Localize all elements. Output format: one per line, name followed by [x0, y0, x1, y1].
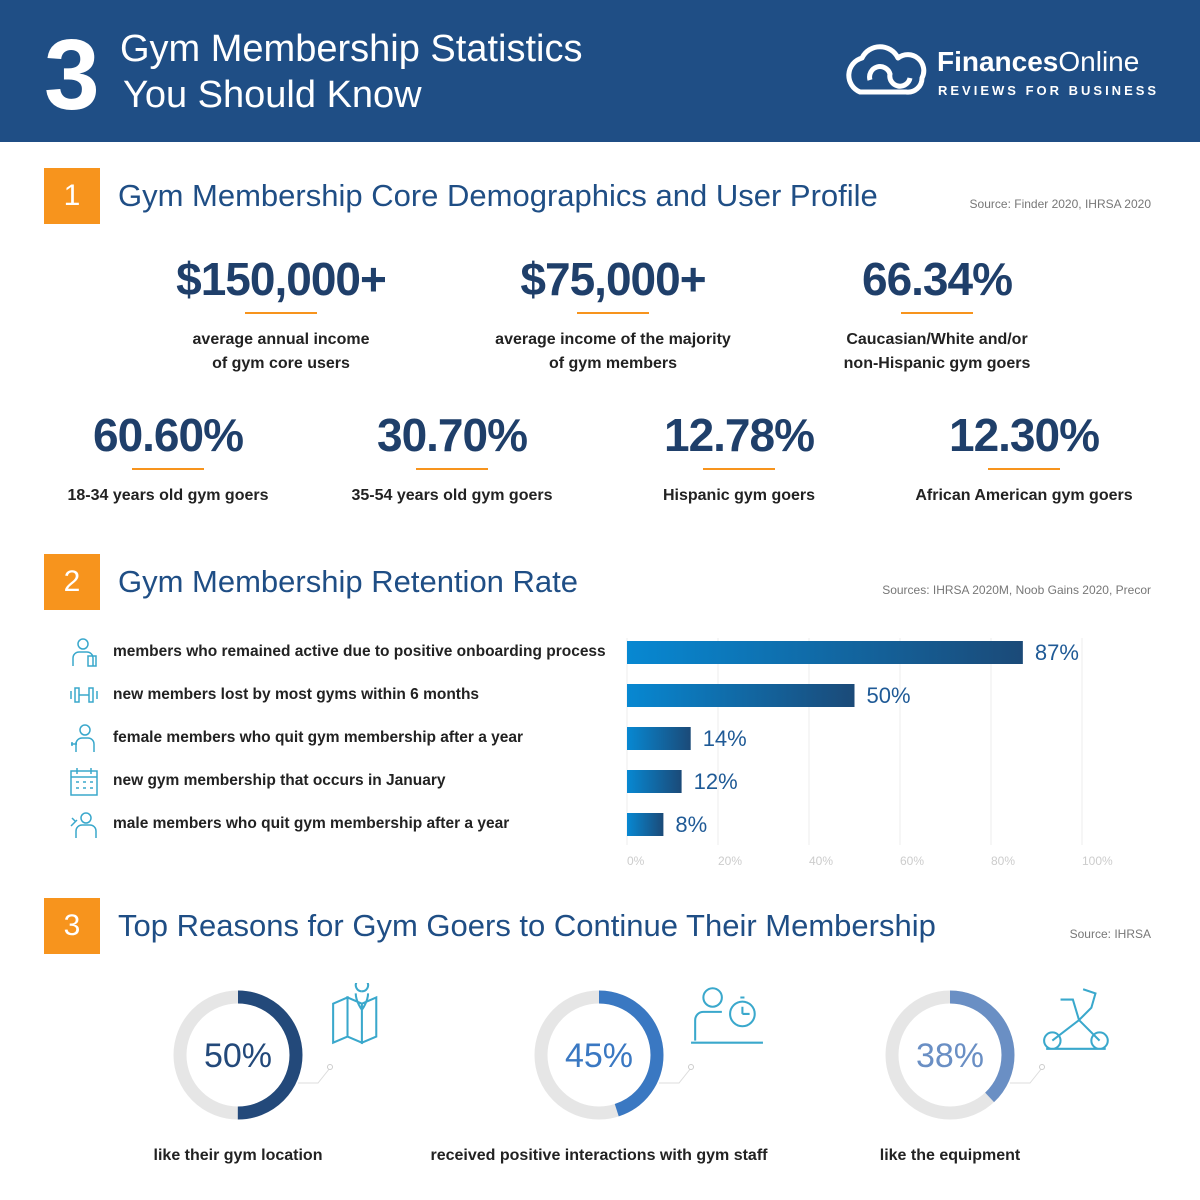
retention-row: new gym membership that occurs in Januar…: [68, 766, 446, 796]
stat-card: 60.60% 18-34 years old gym goers: [67, 409, 269, 504]
category-label: female members who quit gym membership a…: [113, 729, 524, 746]
bar-value-label: 8%: [675, 812, 707, 837]
bar: [627, 813, 664, 836]
bar-value-label: 50%: [867, 683, 911, 708]
stat-card: 12.78% Hispanic gym goers: [662, 409, 816, 504]
donut-segment: [534, 990, 664, 1120]
donut-center: [187, 1004, 289, 1106]
male-lifter-icon: [70, 812, 97, 838]
donut-value-label: 50%: [204, 1037, 272, 1075]
section-title: Gym Membership Core Demographics and Use…: [118, 178, 878, 213]
map-pin-icon: [332, 983, 378, 1045]
bar-value-label: 12%: [694, 769, 738, 794]
donut-caption: like their gym location: [153, 1147, 323, 1164]
stat-card: $150,000+ average annual income of gym cor…: [176, 253, 387, 372]
retention-bar-chart: 0% 20% 40% 60% 80% 100% 87% 50% 14% 12% 8%: [626, 638, 1113, 868]
stat-card: $75,000+ average income of the majority of…: [495, 253, 731, 372]
x-tick-label: 100%: [1082, 854, 1113, 868]
stat-card: 12.30% African American gym goers: [915, 409, 1133, 504]
connector-line: [298, 1067, 331, 1084]
category-label: new gym membership that occurs in Januar…: [113, 772, 446, 789]
stat-card: 30.70% 35-54 years old gym goers: [351, 409, 553, 504]
header-title-line1: Gym Membership Statistics: [120, 28, 583, 70]
donut-value-label: 38%: [916, 1037, 984, 1075]
donut-caption: like the equipment: [879, 1147, 1021, 1164]
retention-row: male members who quit gym membership aft…: [68, 809, 509, 839]
bar: [627, 641, 1023, 664]
trainer-icon: [72, 638, 97, 667]
connector-line: [659, 1067, 692, 1084]
donut-center: [899, 1004, 1001, 1106]
dumbbell-icon: [70, 687, 98, 703]
donut-center: [548, 1004, 650, 1106]
stat-card: 66.34% Caucasian/White and/or non-Hispanic…: [843, 253, 1031, 372]
section-title: Top Reasons for Gym Goers to Continue Th…: [118, 908, 936, 943]
donut-value-label: 45%: [565, 1037, 633, 1075]
donut-chart: 50%: [173, 990, 333, 1120]
retention-row: members who remained active due to posit…: [68, 637, 606, 667]
x-tick-label: 20%: [718, 854, 742, 868]
retention-row: new members lost by most gyms within 6 m…: [68, 680, 479, 710]
connector-dot: [327, 1064, 333, 1070]
donut-caption: received positive interactions with gym …: [430, 1147, 768, 1164]
section-source: Source: Finder 2020, IHRSA 2020: [969, 197, 1151, 211]
cloud-logo-icon: [846, 44, 927, 95]
category-label: male members who quit gym membership aft…: [113, 815, 510, 832]
section-source: Source: IHRSA: [1069, 927, 1151, 941]
female-lifter-icon: [71, 724, 95, 752]
bar-value-label: 14%: [703, 726, 747, 751]
logo-tagline: REVIEWS FOR BUSINESS: [938, 83, 1160, 98]
calendar-icon: [70, 768, 98, 796]
bar: [627, 727, 691, 750]
retention-row: female members who quit gym membership a…: [68, 723, 523, 753]
x-tick-label: 80%: [991, 854, 1015, 868]
donut-segment: [885, 990, 1015, 1120]
section-number: 2: [44, 554, 100, 610]
bar: [627, 684, 855, 707]
exercise-bike-icon: [1043, 988, 1109, 1050]
bar-value-label: 87%: [1035, 640, 1079, 665]
header-banner: [0, 0, 1200, 142]
connector-dot: [1039, 1064, 1045, 1070]
header-title-line2: You Should Know: [123, 74, 422, 116]
x-tick-label: 60%: [900, 854, 924, 868]
category-label: members who remained active due to posit…: [113, 643, 606, 660]
logo-name: FinancesOnline: [937, 46, 1140, 77]
connector-line: [1010, 1067, 1043, 1084]
staff-stopwatch-icon: [691, 987, 763, 1044]
section-number: 3: [44, 898, 100, 954]
category-label: new members lost by most gyms within 6 m…: [113, 686, 480, 703]
section-number: 1: [44, 168, 100, 224]
bar: [627, 770, 682, 793]
donut-chart: 38%: [885, 990, 1045, 1120]
x-tick-label: 40%: [809, 854, 833, 868]
section-source: Sources: IHRSA 2020M, Noob Gains 2020, P…: [882, 583, 1151, 597]
connector-dot: [688, 1064, 694, 1070]
donut-segment: [173, 990, 303, 1120]
header-number: 3: [44, 19, 100, 131]
donut-chart: 45%: [534, 990, 694, 1120]
x-tick-label: 0%: [627, 854, 645, 868]
section-title: Gym Membership Retention Rate: [118, 564, 579, 599]
